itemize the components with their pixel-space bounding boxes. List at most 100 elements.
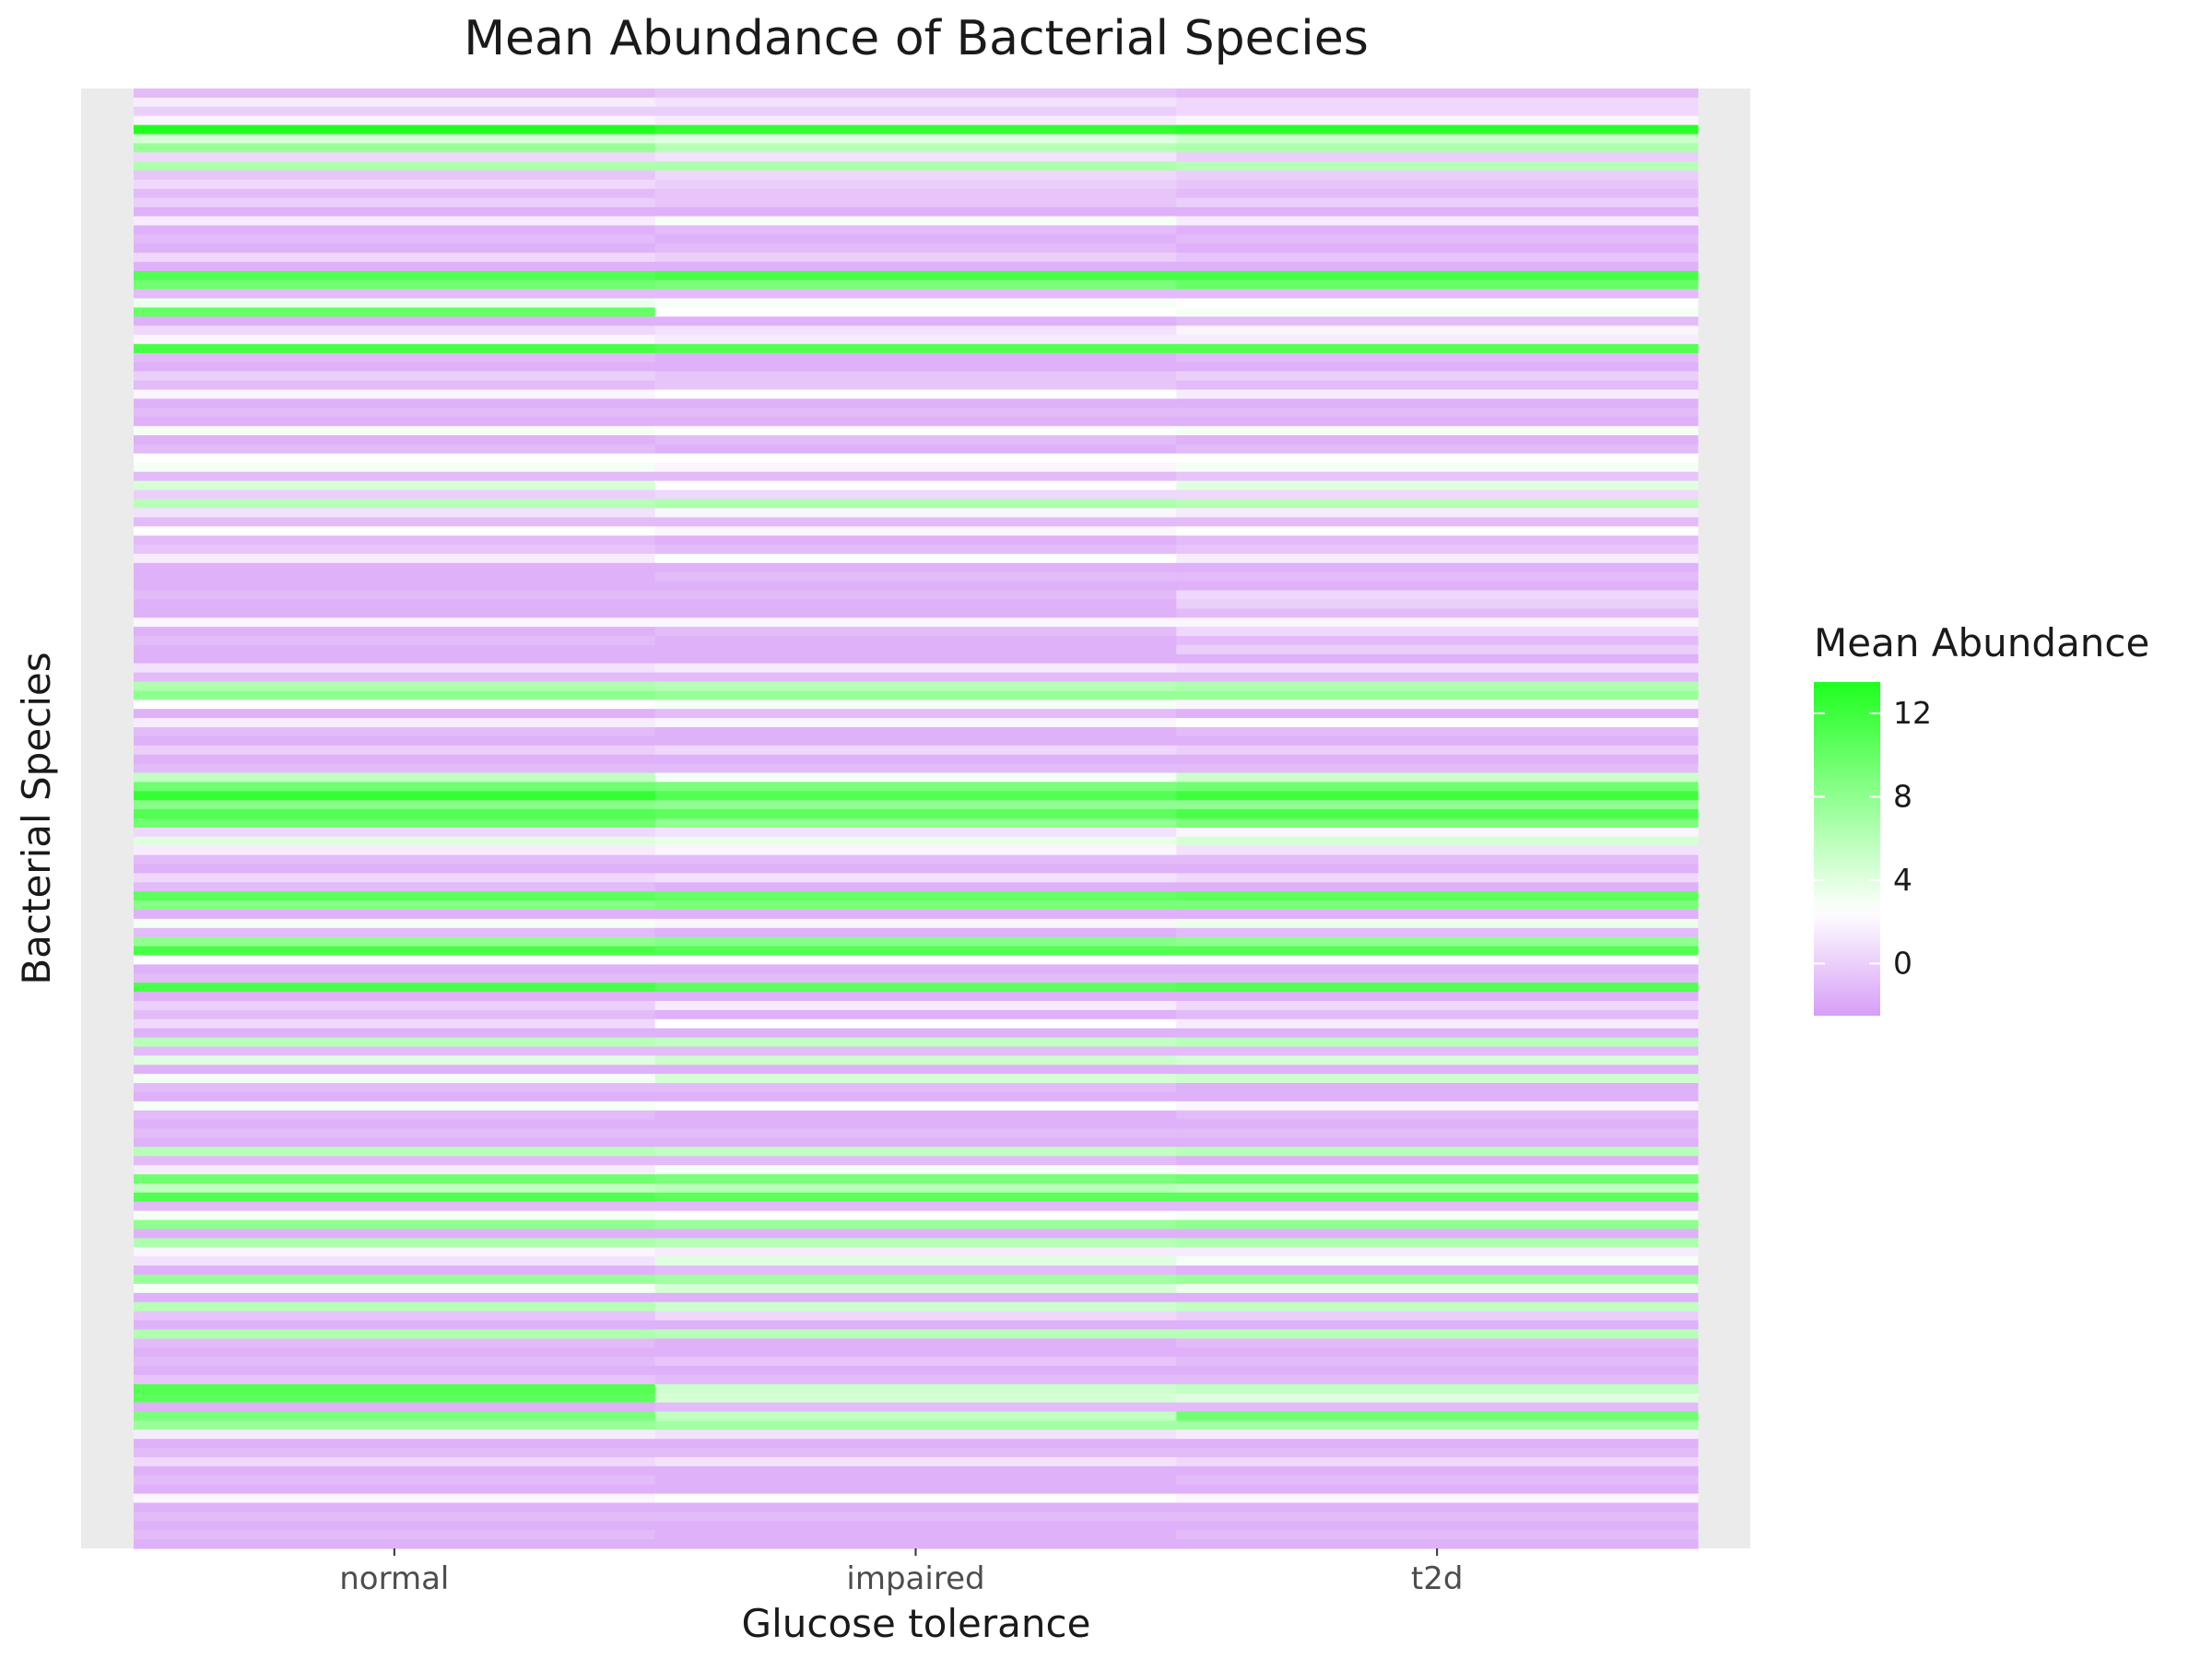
- heatmap-cell: [1176, 1402, 1699, 1413]
- heatmap-cell: [1176, 124, 1699, 135]
- heatmap-cell: [654, 462, 1177, 473]
- heatmap-cell: [654, 1448, 1177, 1458]
- heatmap-cell: [1176, 453, 1699, 464]
- heatmap-cell: [654, 836, 1177, 847]
- heatmap-cell: [134, 97, 656, 108]
- heatmap-cell: [654, 1147, 1177, 1157]
- heatmap-cell: [134, 1283, 656, 1294]
- heatmap-cell: [134, 891, 656, 901]
- heatmap-cell: [1176, 1174, 1699, 1184]
- heatmap-cell: [654, 955, 1177, 965]
- heatmap-cell: [654, 1292, 1177, 1303]
- heatmap-cell: [1176, 709, 1699, 719]
- heatmap-cell: [1176, 1357, 1699, 1367]
- heatmap-cell: [654, 992, 1177, 1002]
- heatmap-cell: [654, 1311, 1177, 1322]
- heatmap-cell: [654, 380, 1177, 391]
- heatmap-cell: [1176, 97, 1699, 108]
- heatmap-cell: [1176, 1493, 1699, 1504]
- heatmap-cell: [1176, 1065, 1699, 1075]
- heatmap-cell: [1176, 344, 1699, 354]
- heatmap-cell: [134, 1137, 656, 1147]
- heatmap-cell: [1176, 1484, 1699, 1495]
- heatmap-cell: [654, 1119, 1177, 1130]
- heatmap-cell: [1176, 1001, 1699, 1011]
- heatmap-cell: [1176, 927, 1699, 938]
- heatmap-cell: [1176, 1439, 1699, 1449]
- heatmap-cell: [654, 1383, 1177, 1394]
- heatmap-cell: [1176, 143, 1699, 153]
- heatmap-cell: [654, 453, 1177, 464]
- heatmap-cell: [654, 1165, 1177, 1175]
- heatmap-cell: [654, 818, 1177, 829]
- heatmap-cell: [1176, 1110, 1699, 1121]
- heatmap-cell: [1176, 325, 1699, 335]
- heatmap-cell: [654, 1430, 1177, 1440]
- heatmap-cell: [134, 1100, 656, 1112]
- heatmap-cell: [1176, 1383, 1699, 1394]
- heatmap-cell: [654, 535, 1177, 546]
- heatmap-cell: [134, 152, 656, 162]
- heatmap-cell: [134, 124, 656, 135]
- heatmap-cell: [654, 1001, 1177, 1011]
- heatmap-cell: [134, 936, 656, 947]
- heatmap-cell: [134, 508, 656, 518]
- heatmap-cell: [134, 1402, 656, 1413]
- heatmap-cell: [1176, 590, 1699, 600]
- heatmap-cell: [1176, 234, 1699, 244]
- y-axis-title: Bacterial Species: [14, 652, 59, 984]
- heatmap-cell: [134, 1247, 656, 1257]
- heatmap-cell: [1176, 1448, 1699, 1458]
- heatmap-cell: [134, 1484, 656, 1495]
- heatmap-cell: [1176, 225, 1699, 235]
- heatmap-cell: [1176, 1265, 1699, 1276]
- heatmap-cell: [654, 353, 1177, 363]
- heatmap-cell: [654, 1174, 1177, 1184]
- heatmap-cell: [134, 882, 656, 892]
- heatmap-cell: [1176, 964, 1699, 974]
- heatmap-cell: [654, 115, 1177, 126]
- heatmap-cell: [1176, 818, 1699, 829]
- heatmap-cell: [134, 216, 656, 227]
- heatmap-cell: [654, 97, 1177, 108]
- heatmap-cell: [134, 535, 656, 546]
- heatmap-cell: [134, 1229, 656, 1239]
- heatmap-cell: [134, 435, 656, 445]
- heatmap-cell: [654, 1512, 1177, 1522]
- heatmap-cell: [654, 1484, 1177, 1495]
- heatmap-cell: [654, 1493, 1177, 1504]
- heatmap-cell: [134, 1301, 656, 1312]
- heatmap-cell: [134, 1411, 656, 1421]
- heatmap-cell: [1176, 700, 1699, 710]
- heatmap-cell: [134, 1347, 656, 1358]
- heatmap-cell: [1176, 672, 1699, 683]
- heatmap-cell: [134, 1457, 656, 1467]
- heatmap-cell: [134, 188, 656, 199]
- heatmap-cell: [654, 1320, 1177, 1330]
- heatmap-cell: [654, 134, 1177, 144]
- heatmap-cell: [134, 973, 656, 983]
- heatmap-cell: [654, 1420, 1177, 1430]
- heatmap-cell: [1176, 417, 1699, 427]
- heatmap-cell: [654, 1183, 1177, 1194]
- heatmap-cell: [134, 489, 656, 500]
- heatmap-cell: [1176, 827, 1699, 838]
- heatmap-cell: [1176, 1347, 1699, 1358]
- heatmap-cell: [654, 562, 1177, 573]
- heatmap-cell: [1176, 644, 1699, 655]
- legend-tick-label: 12: [1893, 695, 1932, 731]
- heatmap-cell: [654, 271, 1177, 281]
- heatmap-cell: [654, 1065, 1177, 1075]
- heatmap-cell: [134, 1357, 656, 1367]
- heatmap-cell: [134, 1147, 656, 1157]
- heatmap-cell: [654, 517, 1177, 527]
- heatmap-cell: [654, 1128, 1177, 1139]
- heatmap-cell: [134, 1219, 656, 1230]
- heatmap-cell: [134, 526, 656, 536]
- heatmap-cell: [654, 1201, 1177, 1212]
- heatmap-cell: [134, 1037, 656, 1048]
- heatmap-cell: [134, 1028, 656, 1039]
- legend-colorbar: [1814, 682, 1880, 1016]
- heatmap-cells: [134, 88, 1699, 1549]
- heatmap-cell: [134, 590, 656, 600]
